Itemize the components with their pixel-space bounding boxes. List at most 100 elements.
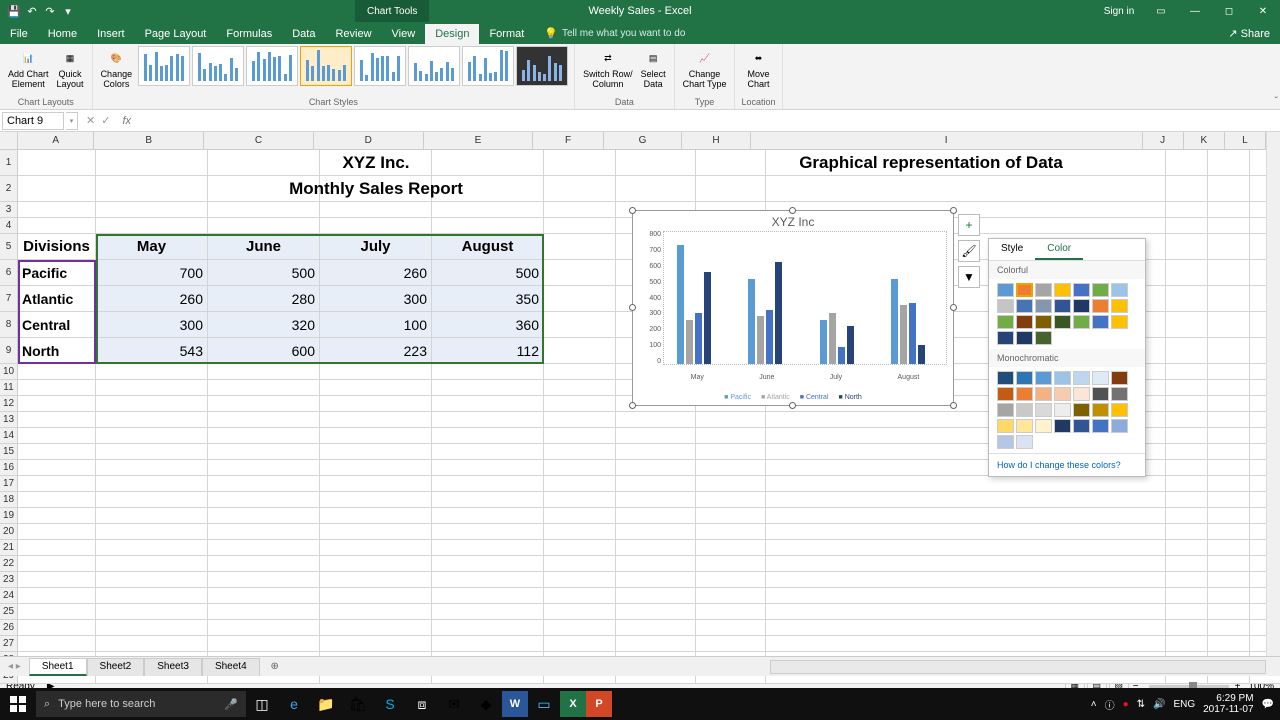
cell[interactable] [544,396,616,412]
cell[interactable] [320,218,432,234]
cell[interactable] [1166,556,1208,572]
chart-plot-area[interactable] [663,231,947,365]
enter-formula-icon[interactable]: ✓ [101,114,110,127]
row-header[interactable]: 21 [0,540,18,556]
cell[interactable] [96,620,208,636]
cell[interactable] [320,492,432,508]
cell[interactable] [544,460,616,476]
cell[interactable] [208,364,320,380]
color-swatch[interactable] [1035,419,1052,433]
cell[interactable] [1208,218,1250,234]
cell[interactable] [766,556,1166,572]
cell[interactable]: 320 [208,312,320,338]
app-icon[interactable]: ◆ [470,688,502,720]
cell[interactable] [696,412,766,428]
cell[interactable] [96,176,208,202]
cell[interactable] [96,218,208,234]
color-swatch[interactable] [1054,419,1071,433]
color-swatch[interactable] [997,419,1014,433]
cell[interactable] [96,476,208,492]
row-header[interactable]: 25 [0,604,18,620]
cell[interactable] [616,444,696,460]
cell[interactable] [616,524,696,540]
cell[interactable] [18,636,96,652]
cell[interactable]: XYZ Inc. [208,150,544,176]
cell[interactable] [432,218,544,234]
cell[interactable] [1208,412,1250,428]
cell[interactable] [616,150,696,176]
cell[interactable] [696,476,766,492]
cell[interactable] [432,636,544,652]
cell[interactable] [432,492,544,508]
row-header[interactable]: 2 [0,176,18,202]
row-header[interactable]: 5 [0,234,18,260]
cell[interactable] [432,508,544,524]
taskbar-search[interactable]: ⌕ Type here to search 🎤 [36,691,246,717]
col-header[interactable]: F [533,132,604,150]
chart-style-option[interactable] [462,46,514,86]
cell[interactable] [766,524,1166,540]
col-header[interactable]: L [1225,132,1266,150]
chart-style-option[interactable] [192,46,244,86]
color-swatch[interactable] [1035,331,1052,345]
cell[interactable] [432,588,544,604]
cell[interactable] [544,428,616,444]
cell[interactable] [1208,492,1250,508]
maximize-icon[interactable]: ◻ [1212,0,1246,22]
cell[interactable] [96,380,208,396]
cell[interactable] [1166,508,1208,524]
sheet-tab[interactable]: Sheet1 [29,658,87,676]
cell[interactable] [432,476,544,492]
row-header[interactable]: 11 [0,380,18,396]
cell[interactable] [1208,540,1250,556]
cell[interactable] [696,444,766,460]
select-data-button[interactable]: ▤ Select Data [639,46,668,91]
cell[interactable] [320,604,432,620]
cell[interactable] [696,492,766,508]
cell[interactable]: June [208,234,320,260]
start-button[interactable] [0,688,36,720]
cell[interactable] [766,508,1166,524]
cell[interactable] [544,286,616,312]
cell[interactable] [1166,620,1208,636]
dropbox-icon[interactable]: ⧈ [406,688,438,720]
select-all-corner[interactable] [0,132,18,150]
excel-icon[interactable]: X [560,691,586,717]
cell[interactable] [18,620,96,636]
cell[interactable]: 112 [432,338,544,364]
color-swatch[interactable] [1016,315,1033,329]
cell[interactable] [96,202,208,218]
cell[interactable] [1208,620,1250,636]
chart-legend[interactable]: PacificAtlanticCentralNorth [633,394,953,401]
chart-style-option[interactable] [246,46,298,86]
word-icon[interactable]: W [502,691,528,717]
tray-clock[interactable]: 6:29 PM 2017-11-07 [1203,693,1253,715]
color-swatch[interactable] [997,315,1014,329]
cell[interactable] [432,460,544,476]
move-chart-button[interactable]: ⬌ Move Chart [745,46,771,91]
cell[interactable] [1208,572,1250,588]
cell[interactable] [696,604,766,620]
cell[interactable] [544,234,616,260]
cell[interactable] [1208,312,1250,338]
color-swatch[interactable] [1073,387,1090,401]
cell[interactable] [1166,396,1208,412]
row-header[interactable]: 10 [0,364,18,380]
color-swatch[interactable] [1111,387,1128,401]
cell[interactable] [320,364,432,380]
cell[interactable] [1208,364,1250,380]
cell[interactable] [1208,396,1250,412]
chart-elements-button[interactable]: + [958,214,980,236]
cell[interactable] [544,218,616,234]
cell[interactable] [96,396,208,412]
cell[interactable]: Divisions [18,234,96,260]
cell[interactable] [1166,588,1208,604]
color-swatch[interactable] [1016,419,1033,433]
cell[interactable] [1208,202,1250,218]
cell[interactable] [1208,260,1250,286]
cell[interactable] [696,556,766,572]
col-header[interactable]: C [204,132,314,150]
embedded-chart[interactable]: XYZ Inc 8007006005004003002001000 MayJun… [632,210,954,406]
cell[interactable] [696,588,766,604]
mail-icon[interactable]: ✉ [438,688,470,720]
